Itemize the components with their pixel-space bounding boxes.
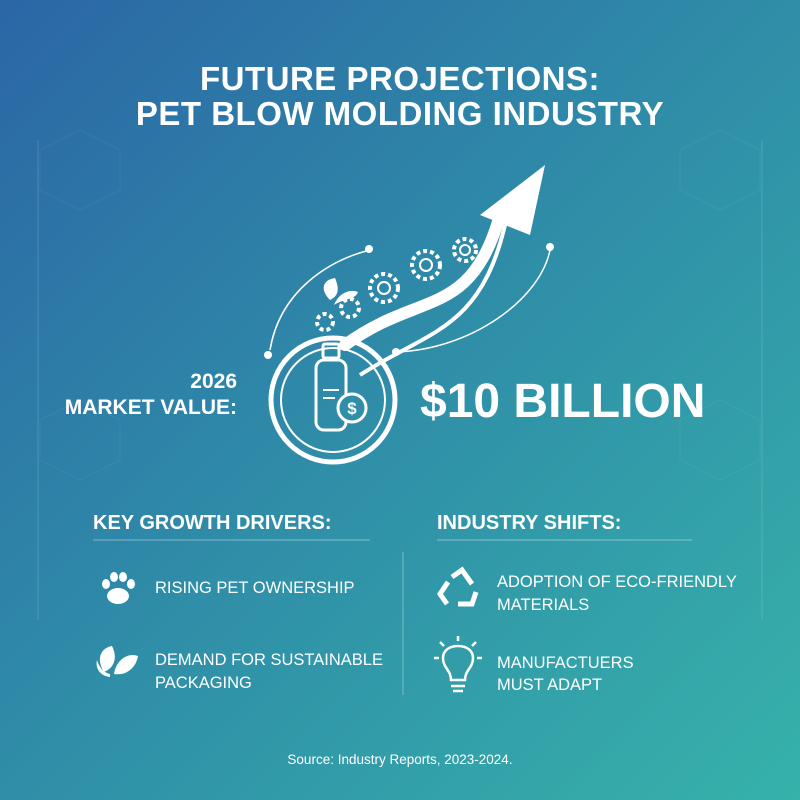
driver-text: RISING PET OWNERSHIP [155, 579, 355, 597]
glow-dots [264, 243, 554, 359]
driver-text: PACKAGING [155, 674, 252, 692]
shift-text: MATERIALS [497, 596, 590, 614]
section-heading: KEY GROWTH DRIVERS: [93, 512, 332, 534]
paw-icon [102, 572, 135, 604]
driver-text: DEMAND FOR SUSTAINABLE [155, 651, 383, 669]
recycle-icon [436, 566, 479, 607]
shift-text: MANUFACTUERS [497, 654, 634, 672]
title-line: PET BLOW MOLDING INDUSTRY [135, 95, 665, 132]
market-label: 2026 [190, 370, 237, 393]
title-line: FUTURE PROJECTIONS: [199, 60, 601, 97]
leaf-icon [96, 646, 138, 677]
market-label: MARKET VALUE: [64, 396, 237, 419]
hex-pattern [39, 129, 761, 481]
market-value: $10 BILLION [420, 375, 706, 428]
shift-text: MUST ADAPT [497, 676, 603, 694]
hero-graphic: $ [268, 165, 551, 465]
source-note: Source: Industry Reports, 2023-2024. [287, 752, 513, 767]
svg-text:$: $ [347, 399, 357, 418]
section-heading: INDUSTRY SHIFTS: [437, 512, 622, 534]
bulb-icon [434, 636, 482, 693]
shift-text: ADOPTION OF ECO-FRIENDLY [497, 573, 737, 591]
